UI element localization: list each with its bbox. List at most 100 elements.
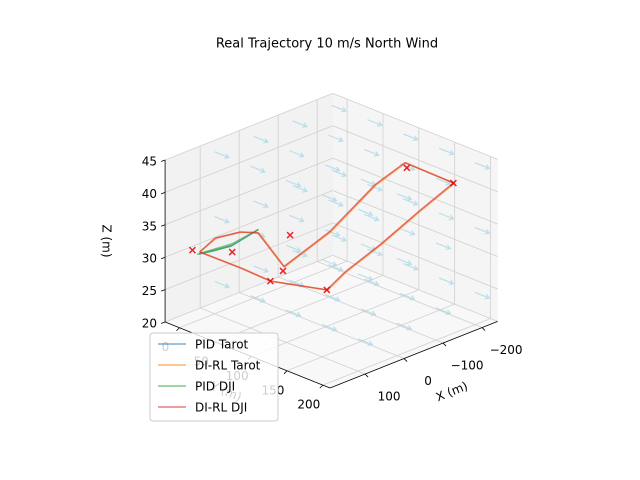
z-tick-label: 45 — [142, 154, 157, 168]
z-tick — [160, 321, 166, 324]
x-tick-label: 0 — [424, 374, 432, 388]
trajectory-line — [199, 161, 455, 291]
z-grid-line — [332, 254, 498, 322]
wind-arrow — [331, 234, 347, 242]
z-tick-label: 20 — [142, 316, 157, 330]
wind-arrow — [321, 259, 338, 267]
wind-arrow — [292, 249, 308, 258]
z-tick — [160, 192, 166, 195]
z-grid-line — [332, 222, 498, 290]
wind-arrow — [331, 169, 347, 178]
wind-arrow — [253, 135, 269, 144]
wind-arrow — [214, 280, 230, 289]
wind-arrow — [435, 307, 452, 315]
wind-arrow — [328, 264, 344, 272]
wind-arrow — [357, 273, 374, 282]
legend-label: DI-RL DJI — [195, 401, 247, 415]
wind-arrow — [438, 212, 455, 221]
wind-arrow — [331, 104, 347, 113]
x-tick-label: −100 — [451, 359, 484, 373]
wind-arrow — [328, 199, 344, 208]
wind-arrow — [289, 214, 305, 223]
wind-arrow — [286, 309, 302, 318]
waypoint-marker — [266, 277, 274, 285]
wind-arrow — [438, 147, 455, 156]
right-pane — [332, 93, 498, 322]
chart-title: Real Trajectory 10 m/s North Wind — [216, 37, 438, 52]
wind-arrow — [250, 295, 266, 303]
wind-arrow — [253, 200, 269, 209]
z-tick-label: 25 — [142, 284, 157, 298]
wind-arrow — [364, 213, 380, 222]
wind-arrow — [289, 150, 305, 158]
wind-arrow — [286, 179, 302, 188]
x-grid-line — [278, 276, 444, 344]
wind-arrow — [325, 294, 341, 302]
legend-label: DI-RL Tarot — [195, 359, 261, 373]
wind-arrow — [364, 148, 380, 157]
y-tick-label: 200 — [297, 398, 320, 412]
wind-arrow — [367, 248, 383, 257]
wind-arrow — [396, 322, 413, 331]
wind-arrow — [474, 291, 491, 300]
wind-arrow — [292, 185, 308, 193]
z-grid-line — [164, 157, 333, 226]
wind-arrow — [292, 120, 308, 128]
wind-arrow — [399, 228, 416, 236]
y-grid-line — [250, 289, 419, 357]
wind-arrow — [250, 165, 266, 174]
wind-arrow — [321, 194, 338, 202]
axis-line — [329, 320, 498, 389]
y-tick — [283, 370, 288, 375]
z-grid-line — [164, 254, 333, 323]
waypoint-marker — [323, 286, 331, 294]
y-grid-line — [322, 318, 491, 386]
z-grid-line — [332, 92, 498, 160]
wind-arrow — [214, 216, 230, 224]
wind-arrow — [328, 134, 344, 143]
z-grid-line — [164, 222, 333, 290]
y-grid-line — [286, 303, 455, 372]
z-tick — [160, 289, 166, 292]
x-tick — [442, 342, 447, 347]
z-tick-label: 35 — [142, 219, 157, 233]
wind-arrow — [325, 229, 341, 237]
legend-box — [149, 332, 279, 422]
z-grid-line — [332, 125, 498, 193]
trajectory-line — [196, 229, 259, 255]
wind-arrow — [214, 151, 230, 159]
wind-arrow — [357, 208, 374, 217]
wind-arrow — [360, 308, 377, 317]
waypoint-marker — [286, 231, 294, 239]
z-tick — [160, 159, 166, 162]
left-pane — [165, 93, 333, 322]
y-grid-line — [215, 275, 384, 343]
x-grid-line — [239, 292, 405, 359]
x-tick-label: −200 — [490, 343, 523, 357]
wind-arrow — [325, 164, 341, 173]
wind-arrow — [474, 226, 491, 235]
wind-arrow — [396, 257, 413, 266]
wind-arrow — [253, 265, 269, 273]
x-tick — [364, 373, 369, 378]
z-tick-label: 40 — [142, 187, 157, 201]
waypoint-marker — [279, 267, 287, 275]
legend-label: PID Tarot — [195, 338, 249, 352]
waypoint-marker — [188, 246, 196, 254]
wind-arrow — [403, 133, 419, 142]
wind-arrow — [438, 277, 455, 286]
z-tick — [160, 224, 166, 227]
x-grid-line — [200, 307, 366, 375]
z-tick — [160, 256, 166, 260]
z-grid-line — [164, 190, 333, 258]
x-tick-label: 100 — [378, 390, 401, 404]
x-tick — [481, 327, 486, 331]
wind-arrow — [403, 263, 419, 271]
x-tick — [403, 358, 408, 362]
wind-arrow — [286, 244, 302, 253]
z-grid-line — [164, 92, 333, 161]
legend: PID Tarot DI-RL Tarot PID DJI DI-RL DJI — [149, 332, 279, 422]
waypoint-marker — [228, 248, 236, 256]
z-tick-label: 30 — [142, 252, 157, 266]
